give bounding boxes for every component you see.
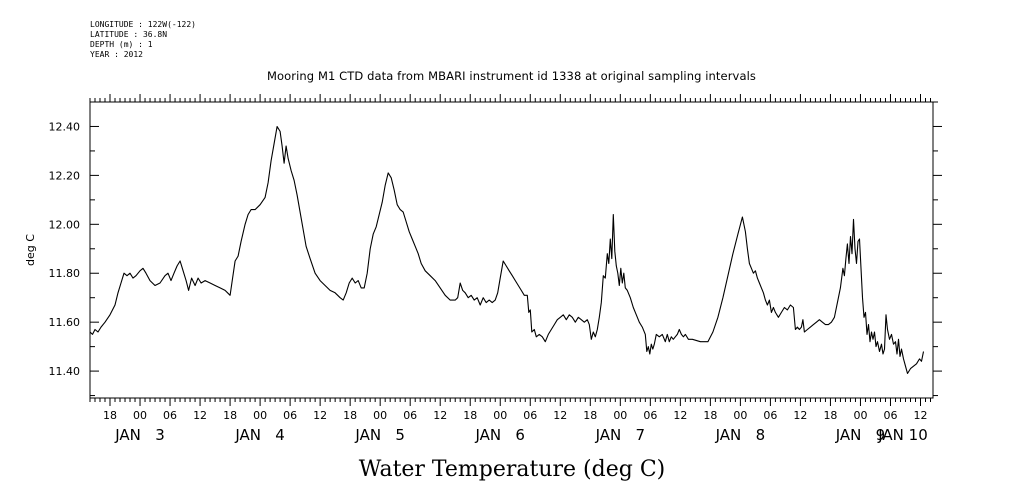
x-hour-tick-label: 06 [163, 409, 177, 422]
x-hour-tick-label: 12 [193, 409, 207, 422]
x-day-label: JAN 6 [474, 426, 525, 444]
series-line [89, 125, 925, 375]
x-hour-tick-label: 00 [853, 409, 867, 422]
metadata-block: LONGITUDE : 122W(-122) LATITUDE : 36.8N … [90, 20, 196, 60]
chart-title: Mooring M1 CTD data from MBARI instrumen… [267, 69, 756, 83]
x-hour-tick-label: 06 [763, 409, 777, 422]
y-tick-label: 12.40 [49, 120, 81, 133]
x-hour-tick-label: 06 [883, 409, 897, 422]
x-hour-tick-label: 06 [403, 409, 417, 422]
x-hour-tick-label: 06 [523, 409, 537, 422]
longitude-text: LONGITUDE : 122W(-122) [90, 20, 196, 29]
depth-text: DEPTH (m) : 1 [90, 40, 153, 49]
x-day-label: JAN 5 [354, 426, 405, 444]
y-tick-label: 11.60 [49, 316, 81, 329]
x-hour-tick-label: 18 [463, 409, 477, 422]
latitude-text: LATITUDE : 36.8N [90, 30, 168, 39]
plot-border [89, 101, 934, 399]
x-hour-tick-label: 12 [793, 409, 807, 422]
x-hour-tick-label: 12 [313, 409, 327, 422]
y-axis-label: deg C [24, 234, 37, 266]
x-hour-tick-label: 00 [493, 409, 507, 422]
x-hour-tick-label: 12 [433, 409, 447, 422]
y-tick-label: 11.40 [49, 365, 81, 378]
x-axis-label: Water Temperature (deg C) [359, 457, 666, 482]
x-hour-tick-label: 12 [553, 409, 567, 422]
series-layer [89, 125, 925, 375]
x-hour-tick-label: 12 [673, 409, 687, 422]
x-hour-tick-label: 18 [103, 409, 117, 422]
x-day-label: JAN 3 [114, 426, 165, 444]
y-tick-label: 12.00 [49, 218, 81, 231]
x-hour-tick-label: 00 [133, 409, 147, 422]
x-axis: 18 00 06 12 18 00 06 12 18 00 06 12 18 00 06 12 18 00 06 12… [89, 94, 931, 444]
year-text: YEAR : 2012 [90, 50, 143, 59]
x-hour-tick-label: 18 [823, 409, 837, 422]
x-hour-tick-label: 18 [703, 409, 717, 422]
x-day-label: JAN 10 [877, 426, 928, 444]
x-hour-tick-label: 06 [283, 409, 297, 422]
x-hour-tick-label: 06 [643, 409, 657, 422]
x-hour-tick-label: 00 [613, 409, 627, 422]
x-hour-tick-label: 18 [343, 409, 357, 422]
x-day-label: JAN 4 [234, 426, 285, 444]
y-tick-label: 12.20 [49, 169, 81, 182]
plot-frame [89, 101, 934, 399]
x-day-label: JAN 9 [835, 426, 886, 444]
x-hour-tick-label: 00 [373, 409, 387, 422]
x-hour-tick-label: 18 [223, 409, 237, 422]
x-day-label: JAN 8 [715, 426, 766, 444]
y-tick-label: 11.80 [49, 267, 81, 280]
x-hour-tick-label: 00 [253, 409, 267, 422]
x-hour-tick-label: 00 [733, 409, 747, 422]
x-hour-tick-label: 18 [583, 409, 597, 422]
y-axis: 11.40 11.60 11.80 12.00 12.20 12.40 [49, 101, 942, 397]
x-day-label: JAN 7 [595, 426, 646, 444]
x-hour-tick-label: 12 [913, 409, 927, 422]
